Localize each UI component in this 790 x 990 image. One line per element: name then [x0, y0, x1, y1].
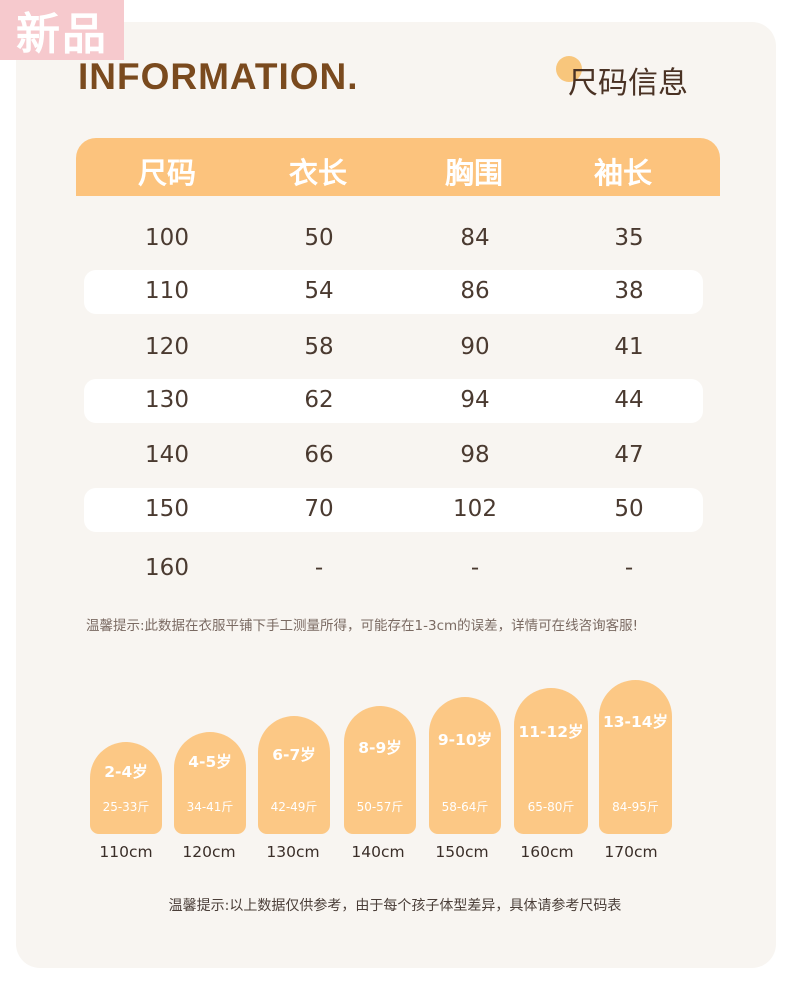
header-sleeve: 袖长 [593, 156, 653, 190]
cell-chest: - [470, 555, 480, 581]
cell-length: 70 [304, 496, 334, 522]
cell-size: 140 [145, 442, 189, 468]
table-header: 尺码 衣长 胸围 袖长 [76, 138, 720, 196]
size-guide-2-4: 2-4岁 25-33斤 [90, 742, 162, 834]
weight-label: 25-33斤 [102, 800, 150, 814]
age-label: 11-12岁 [518, 723, 584, 741]
size-guide-8-9: 8-9岁 50-57斤 [344, 706, 416, 834]
cell-sleeve: - [624, 555, 634, 581]
age-label: 6-7岁 [272, 746, 316, 764]
cell-sleeve: 50 [614, 496, 644, 522]
height-label: 110cm [99, 843, 153, 861]
cell-chest: 86 [460, 278, 490, 304]
table-row: 110 54 86 38 [84, 270, 703, 314]
page-subtitle: 尺码信息 [568, 66, 688, 101]
cell-size: 100 [145, 225, 189, 251]
table-row: 140 66 98 47 [84, 434, 703, 478]
height-label: 140cm [351, 843, 405, 861]
height-label: 160cm [520, 843, 574, 861]
cell-length: 54 [304, 278, 334, 304]
cell-length: 50 [304, 225, 334, 251]
cell-chest: 98 [460, 442, 490, 468]
height-label: 170cm [604, 843, 658, 861]
size-guide-6-7: 6-7岁 42-49斤 [258, 716, 330, 834]
cell-size: 150 [145, 496, 189, 522]
age-label: 13-14岁 [602, 713, 669, 731]
weight-label: 50-57斤 [356, 800, 404, 814]
cell-chest: 94 [460, 387, 490, 413]
dot-decoration [556, 56, 582, 82]
height-label: 150cm [435, 843, 489, 861]
header-chest: 胸围 [444, 156, 504, 190]
cell-sleeve: 41 [614, 334, 644, 360]
age-label: 8-9岁 [358, 739, 402, 757]
weight-label: 42-49斤 [270, 800, 318, 814]
cell-length: - [314, 555, 324, 581]
cell-sleeve: 44 [614, 387, 644, 413]
weight-label: 34-41斤 [186, 800, 234, 814]
table-row: 150 70 102 50 [84, 488, 703, 532]
age-label: 2-4岁 [104, 763, 148, 781]
weight-label: 84-95斤 [612, 800, 659, 814]
table-row: 100 50 84 35 [84, 217, 703, 261]
cell-size: 110 [145, 278, 189, 304]
size-guide-11-12: 11-12岁 65-80斤 [514, 688, 588, 834]
cell-sleeve: 35 [614, 225, 644, 251]
table-row: 160 - - - [84, 547, 703, 591]
cell-sleeve: 38 [614, 278, 644, 304]
age-label: 9-10岁 [437, 731, 493, 749]
cell-chest: 102 [453, 496, 497, 522]
table-row: 130 62 94 44 [84, 379, 703, 423]
cell-length: 62 [304, 387, 334, 413]
cell-size: 130 [145, 387, 189, 413]
size-guide-4-5: 4-5岁 34-41斤 [174, 732, 246, 834]
cell-size: 120 [145, 334, 189, 360]
size-guide-13-14: 13-14岁 84-95斤 [599, 680, 672, 834]
cell-length: 58 [304, 334, 334, 360]
header-size: 尺码 [137, 156, 197, 190]
table-row: 120 58 90 41 [84, 326, 703, 370]
cell-chest: 90 [460, 334, 490, 360]
header-length: 衣长 [288, 156, 348, 190]
reference-note: 温馨提示:以上数据仅供参考，由于每个孩子体型差异，具体请参考尺码表 [168, 898, 622, 914]
cell-sleeve: 47 [614, 442, 644, 468]
size-guide-9-10: 9-10岁 58-64斤 [429, 697, 501, 834]
age-label: 4-5岁 [188, 753, 232, 771]
weight-label: 58-64斤 [441, 800, 489, 814]
page-title: INFORMATION. [78, 56, 359, 97]
height-label: 120cm [182, 843, 236, 861]
height-label: 130cm [266, 843, 320, 861]
weight-label: 65-80斤 [527, 800, 575, 814]
cell-chest: 84 [460, 225, 490, 251]
measurement-note: 温馨提示:此数据在衣服平铺下手工测量所得，可能存在1-3cm的误差，详情可在线咨… [86, 618, 639, 634]
cell-length: 66 [304, 442, 334, 468]
cell-size: 160 [145, 555, 189, 581]
new-product-badge: 新品 [0, 0, 124, 60]
